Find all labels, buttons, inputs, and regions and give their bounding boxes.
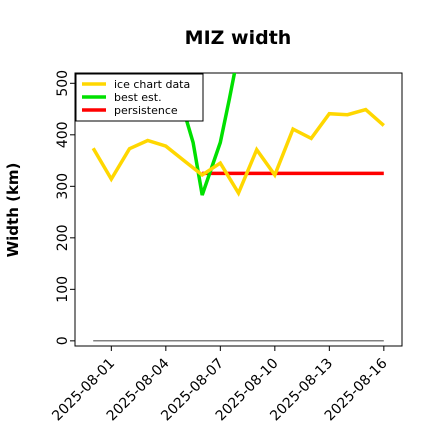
series-line-ice-chart-data (91, 107, 385, 197)
y-axis-label: Width (km) (4, 163, 22, 258)
y-tick-label: 0 (55, 336, 71, 345)
y-tick-label: 100 (55, 276, 71, 303)
legend-label: best est. (114, 91, 162, 104)
y-tick-label: 200 (55, 224, 71, 251)
legend-label: persistence (114, 104, 178, 117)
y-tick-label: 300 (55, 173, 71, 200)
y-axis-ticks: 0 100 200 300 400 500 (55, 70, 75, 345)
legend-label: ice chart data (114, 78, 190, 91)
plot-frame (74, 72, 403, 347)
chart-title: MIZ width (185, 27, 292, 49)
y-tick-label: 400 (55, 121, 71, 148)
x-axis-ticks: 2025-08-012025-08-042025-08-072025-08-10… (49, 346, 391, 424)
y-tick-label: 500 (55, 70, 71, 97)
legend-box (75, 73, 204, 122)
series-layer (91, 73, 385, 342)
